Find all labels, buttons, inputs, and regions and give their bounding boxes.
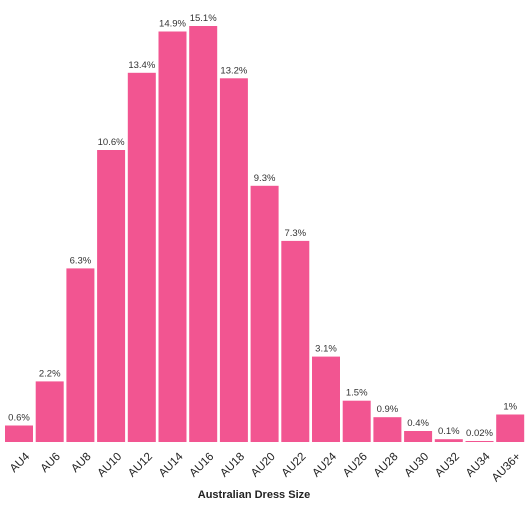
bar-au24 bbox=[312, 356, 340, 442]
tick-label-au34: AU34 bbox=[464, 450, 493, 479]
bar-au32 bbox=[434, 439, 463, 442]
data-label-au30: 0.4% bbox=[407, 418, 429, 429]
tick-label-au4: AU4 bbox=[8, 450, 33, 475]
bar-au14 bbox=[158, 31, 187, 442]
bar-au6 bbox=[35, 381, 64, 442]
tick-label-au30: AU30 bbox=[402, 451, 431, 480]
data-label-au18: 13.2% bbox=[220, 65, 247, 76]
tick-label-au26: AU26 bbox=[341, 451, 370, 480]
bar-au12 bbox=[127, 72, 156, 443]
data-label-au6: 2.2% bbox=[39, 368, 61, 379]
bar-au8 bbox=[66, 268, 95, 442]
data-label-au16: 15.1% bbox=[190, 13, 217, 24]
x-axis-label: Australian Dress Size bbox=[198, 489, 311, 501]
bar-au16 bbox=[189, 26, 218, 442]
data-label-au26: 1.5% bbox=[346, 388, 368, 399]
bar-au30 bbox=[404, 431, 433, 442]
bar-au20 bbox=[250, 185, 279, 443]
tick-label-au6: AU6 bbox=[39, 451, 63, 475]
tick-label-au14: AU14 bbox=[157, 450, 186, 479]
bar-au18 bbox=[219, 78, 248, 443]
tick-label-au16: AU16 bbox=[188, 451, 217, 480]
tick-label-au22: AU22 bbox=[280, 451, 309, 480]
tick-label-au20: AU20 bbox=[249, 451, 278, 480]
data-label-au10: 10.6% bbox=[98, 137, 125, 148]
data-label-au32: 0.1% bbox=[438, 426, 460, 437]
data-label-au34: 0.02% bbox=[466, 428, 493, 439]
data-label-au4: 0.6% bbox=[8, 413, 30, 424]
bar-au36-plus bbox=[496, 414, 525, 442]
bar-au4 bbox=[5, 425, 33, 442]
tick-label-au28: AU28 bbox=[372, 451, 401, 480]
data-label-au12: 13.4% bbox=[128, 60, 155, 71]
bar-au26 bbox=[342, 400, 371, 442]
data-label-au14: 14.9% bbox=[159, 19, 186, 30]
tick-label-au12: AU12 bbox=[126, 451, 155, 480]
x-tick-labels-group: AU4 AU6 AU8 AU10 AU12 AU14 AU16 AU18 AU20 AU22 AU2… bbox=[8, 450, 524, 484]
data-label-au28: 0.9% bbox=[377, 404, 399, 415]
bar-au34 bbox=[465, 441, 494, 442]
bars-group bbox=[5, 26, 525, 443]
tick-label-au10: AU10 bbox=[95, 451, 124, 480]
data-label-au20: 9.3% bbox=[254, 173, 276, 184]
data-label-au36-plus: 1% bbox=[503, 402, 517, 413]
bar-au22 bbox=[281, 240, 310, 442]
data-label-au8: 6.3% bbox=[70, 255, 92, 266]
bar-au28 bbox=[373, 417, 402, 442]
tick-label-au24: AU24 bbox=[310, 450, 339, 479]
tick-label-au8: AU8 bbox=[69, 451, 93, 475]
tick-label-au32: AU32 bbox=[433, 451, 462, 480]
bar-au10 bbox=[97, 150, 126, 442]
data-labels-group: 0.6% 2.2% 6.3% 10.6% 13.4% 14.9% 15.1% 13.2% 9.3… bbox=[8, 13, 517, 439]
data-label-au24: 3.1% bbox=[315, 344, 337, 355]
tick-label-au36-plus: AU36+ bbox=[490, 451, 524, 485]
tick-label-au18: AU18 bbox=[218, 451, 247, 480]
data-label-au22: 7.3% bbox=[284, 228, 306, 239]
